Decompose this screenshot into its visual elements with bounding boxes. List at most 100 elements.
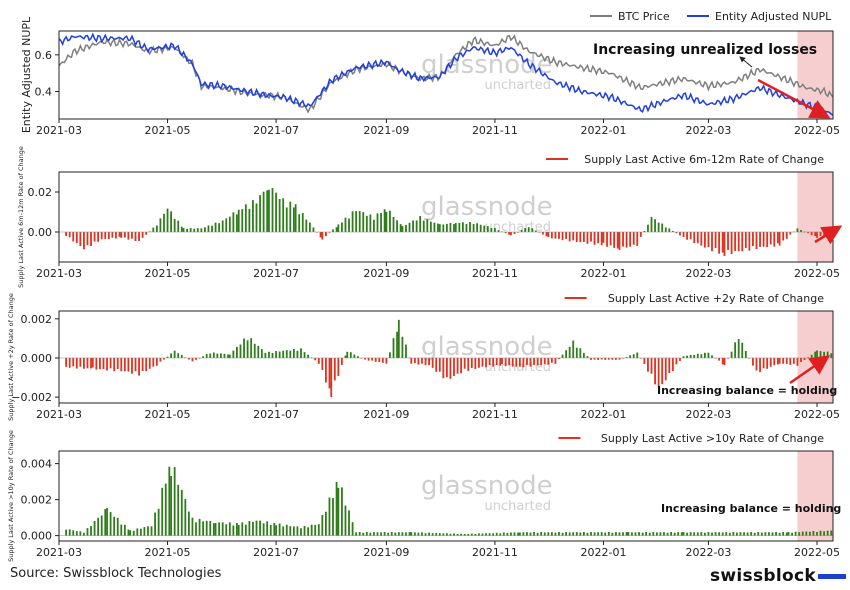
annotation-pointer-1	[739, 56, 753, 68]
bar-3-3	[72, 357, 75, 367]
bar-2-9	[93, 232, 96, 242]
bar-3-59	[268, 351, 270, 358]
bar-2-95	[385, 211, 388, 232]
bar-2-163	[616, 232, 619, 249]
bar-3-160	[618, 357, 621, 360]
watermark-glassnode-2: glassnode	[421, 192, 553, 222]
bar-4-116	[460, 533, 463, 536]
bar-4-31	[168, 466, 171, 536]
bar-3-20	[131, 357, 133, 374]
bar-2-42	[207, 225, 210, 232]
bar-4-11	[100, 515, 103, 536]
bar-4-145	[561, 532, 564, 536]
bar-2-28	[159, 218, 162, 232]
bar-3-84	[353, 354, 356, 358]
highlight-region-2	[797, 172, 833, 262]
bar-2-213	[789, 232, 792, 235]
bar-3-215	[810, 354, 813, 358]
bar-2-7	[86, 232, 89, 246]
bar-3-56	[257, 345, 260, 358]
bar-3-108	[435, 357, 438, 372]
bar-2-18	[123, 232, 126, 238]
x-tick-label-1-8: 2022-05	[794, 124, 840, 137]
bar-3-22	[138, 357, 140, 376]
bar-4-173	[659, 532, 662, 536]
bar-2-134	[517, 232, 519, 233]
bar-3-151	[586, 356, 589, 358]
bar-4-127	[499, 533, 502, 536]
bar-4-74	[314, 524, 317, 536]
bar-4-154	[593, 532, 596, 536]
bar-2-103	[412, 220, 414, 232]
bar-2-188	[703, 232, 706, 248]
panel-frame-2	[58, 171, 834, 263]
bar-3-10	[95, 357, 98, 370]
bar-2-62	[275, 192, 277, 232]
bar-2-23	[141, 232, 144, 238]
bar-2-109	[433, 222, 436, 232]
bar-3-69	[303, 352, 306, 358]
bar-4-41	[202, 521, 205, 536]
bar-3-76	[328, 357, 331, 389]
bar-3-79	[337, 357, 340, 376]
bar-4-140	[543, 532, 546, 536]
bar-4-115	[456, 533, 459, 536]
bar-3-77	[330, 357, 333, 398]
bar-3-186	[711, 355, 713, 358]
bar-4-139	[540, 532, 543, 536]
bar-2-70	[301, 213, 304, 232]
watermark-uncharted-4: uncharted	[484, 499, 551, 514]
bar-2-40	[200, 228, 203, 232]
bar-2-209	[776, 232, 779, 244]
bar-2-215	[796, 228, 799, 232]
bar-4-168	[641, 532, 644, 536]
bar-3-172	[661, 357, 664, 385]
bar-2-191	[714, 232, 717, 248]
bar-4-192	[725, 532, 728, 536]
bar-4-189	[714, 532, 717, 536]
bar-2-193	[721, 232, 724, 253]
bar-3-18	[123, 357, 126, 372]
bar-4-137	[533, 532, 535, 536]
bar-3-95	[392, 338, 395, 358]
bar-3-14	[109, 357, 112, 369]
bar-3-190	[723, 357, 726, 366]
bar-3-143	[558, 357, 560, 359]
bar-3-193	[734, 342, 737, 358]
bar-4-4	[75, 531, 78, 536]
watermark-glassnode-1: glassnode	[421, 50, 553, 80]
bar-2-54	[248, 208, 251, 232]
bar-2-8	[90, 232, 92, 246]
bar-4-142	[550, 532, 553, 536]
bar-2-132	[510, 232, 512, 236]
x-tick-label-3-4: 2021-09	[363, 408, 409, 421]
bar-4-204	[768, 532, 770, 536]
bar-4-215	[805, 531, 808, 536]
bar-2-55	[252, 200, 254, 232]
bar-4-84	[348, 510, 350, 536]
x-tick-label-3-7: 2022-03	[685, 408, 731, 421]
bar-4-48	[225, 524, 228, 536]
bar-3-40	[202, 356, 205, 358]
bar-3-94	[389, 352, 391, 358]
bar-3-202	[766, 357, 769, 369]
bar-3-120	[478, 357, 480, 368]
bar-2-51	[237, 209, 240, 232]
bar-2-38	[193, 228, 196, 232]
bar-2-174	[654, 219, 656, 232]
bar-4-167	[638, 532, 640, 536]
bar-4-184	[696, 532, 699, 536]
bar-3-196	[744, 350, 747, 358]
bar-4-207	[778, 532, 781, 536]
bar-3-178	[682, 356, 685, 358]
bar-4-202	[760, 532, 763, 536]
bar-2-105	[419, 216, 422, 232]
bar-3-132	[518, 357, 521, 367]
bar-3-6	[83, 357, 85, 369]
bar-4-75	[317, 524, 320, 536]
bar-3-200	[759, 357, 761, 373]
bar-4-163	[625, 532, 628, 536]
bar-2-168	[632, 232, 635, 245]
bar-4-160	[615, 532, 617, 536]
highlight-region-4	[797, 451, 833, 541]
